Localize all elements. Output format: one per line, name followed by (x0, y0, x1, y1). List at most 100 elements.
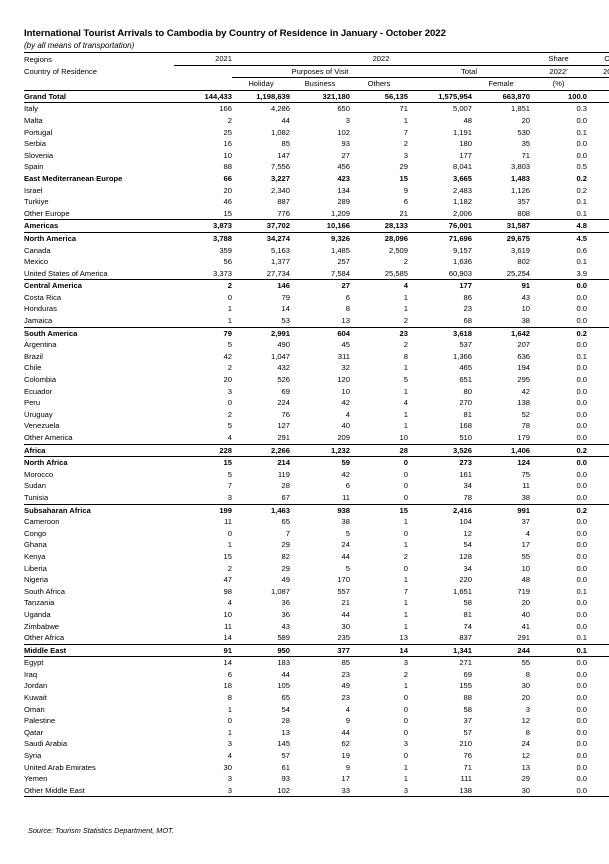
cell-share: 0.0 (576, 375, 588, 385)
cell-female: 663,870 (502, 91, 531, 101)
table-body: Grand Total 144,433 1,198,639 321,180 56,135… (24, 90, 609, 797)
cell-others: 0 (403, 458, 408, 468)
cell-share: 0.0 (576, 316, 588, 326)
cell-business: 17 (341, 774, 350, 784)
cell-others: 6 (403, 197, 408, 207)
cell-total: 60,903 (448, 268, 472, 278)
cell-2021: 16 (223, 139, 232, 149)
cell-others: 0 (403, 716, 408, 726)
cell-2021: 1 (227, 704, 232, 714)
cell-business: 10 (341, 386, 350, 396)
cell-total: 3,618 (452, 328, 472, 338)
cell-total: 128 (459, 551, 472, 561)
cell-others: 1 (403, 517, 408, 527)
cell-change: 2200.0 (587, 303, 609, 315)
header-row-1: Regions 2021 2022 Share Change (24, 52, 609, 66)
cell-holiday: 2,340 (270, 185, 290, 195)
table-row: Honduras 1 14 8 1 23 10 0.02200.0 (24, 303, 609, 315)
cell-total: 1,341 (452, 645, 472, 655)
cell-holiday: 526 (277, 375, 290, 385)
cell-total: 80 (463, 386, 472, 396)
table-row: Nigeria 47 49 170 1 220 48 0.0368.1 (24, 574, 609, 586)
cell-business: 604 (337, 328, 350, 338)
cell-others: 0 (403, 563, 408, 573)
cell-total: 161 (459, 469, 472, 479)
row-label: Argentina (24, 340, 57, 350)
cell-female: 55 (521, 551, 531, 561)
cell-business: 7,584 (330, 268, 350, 278)
cell-business: 27 (341, 281, 350, 291)
cell-change: 10640.0 (587, 339, 609, 351)
cell-2021: 11 (224, 621, 232, 631)
cell-female: 75 (521, 469, 531, 479)
cell-female: 207 (517, 340, 531, 350)
cell-share: 0.0 (576, 658, 588, 668)
table-row: Syria 4 57 19 0 76 12 0.01800.0 (24, 750, 609, 762)
cell-female: 29 (521, 774, 531, 784)
cell-total: 58 (463, 704, 472, 714)
cell-share: 0.5 (576, 162, 588, 172)
cell-female: 3,619 (511, 245, 531, 255)
row-label: Colombia (24, 375, 57, 385)
cell-2021: 1 (227, 727, 232, 737)
table-row: Venezuela 5 127 40 1 168 78 0.03260.0 (24, 420, 609, 432)
cell-2021: 3,873 (212, 221, 232, 231)
cell-total: 9,157 (452, 245, 472, 255)
cell-2021: 8 (227, 693, 232, 703)
cell-business: 257 (337, 257, 350, 267)
cell-total: 273 (459, 458, 472, 468)
cell-total: 48 (463, 115, 472, 125)
cell-2021: 2 (227, 115, 232, 125)
page-subtitle: (by all means of transportation) (24, 41, 135, 50)
cell-business: 1,485 (330, 245, 350, 255)
cell-2021: 199 (219, 505, 232, 515)
cell-holiday: 85 (281, 139, 290, 149)
cell-business: 85 (341, 658, 350, 668)
cell-2021: 14 (223, 633, 232, 643)
cell-holiday: 82 (281, 551, 290, 561)
cell-2021: 15 (223, 458, 232, 468)
row-label: Middle East (24, 645, 67, 655)
cell-female: 13 (521, 762, 531, 772)
row-label: Americas (24, 221, 59, 231)
cell-share: 0.1 (576, 208, 588, 218)
cell-holiday: 34,274 (266, 233, 290, 243)
cell-business: 120 (337, 375, 350, 385)
cell-change: 1446.5 (587, 444, 609, 457)
page-title: International Tourist Arrivals to Cambod… (24, 28, 446, 39)
cell-2021: 30 (223, 762, 232, 772)
cell-holiday: 37,702 (266, 221, 290, 231)
cell-change: 2916.3 (587, 103, 609, 115)
row-label: Yemen (24, 774, 48, 784)
cell-business: 40 (341, 421, 350, 431)
cell-change: 1800.0 (587, 750, 609, 762)
cell-change (587, 715, 609, 727)
cell-change: 1862.3 (587, 220, 609, 233)
table-row: Grand Total 144,433 1,198,639 321,180 56,135… (24, 90, 609, 103)
cell-total: 1,366 (452, 351, 472, 361)
cell-holiday: 214 (277, 458, 290, 468)
cell-change: 1025.0 (587, 138, 609, 150)
table-row: Iraq 6 44 23 2 69 8 0.01050.0 (24, 669, 609, 681)
cell-female: 12 (521, 751, 531, 761)
header-year-2021: 2021 (174, 52, 232, 66)
cell-female: 357 (517, 197, 531, 207)
cell-business: 209 (337, 433, 350, 442)
cell-holiday: 36 (281, 598, 290, 608)
cell-total: 220 (459, 575, 472, 585)
cell-female: 4 (525, 528, 531, 538)
table-row: Middle East 91 950 377 14 1,341 244 0.11373.6 (24, 644, 609, 657)
row-label: Serbia (24, 139, 46, 149)
cell-business: 23 (341, 669, 350, 679)
cell-holiday: 4,286 (270, 104, 290, 114)
cell-total: 69 (463, 669, 472, 679)
cell-2021: 0 (227, 716, 232, 726)
cell-2021: 1 (227, 540, 232, 550)
cell-others: 28,096 (384, 233, 408, 243)
cell-total: 23 (463, 304, 472, 314)
cell-share: 0.0 (576, 386, 588, 396)
cell-2021: 7 (227, 481, 232, 491)
cell-change (587, 738, 609, 750)
cell-business: 557 (337, 586, 350, 596)
cell-total: 270 (459, 398, 472, 408)
